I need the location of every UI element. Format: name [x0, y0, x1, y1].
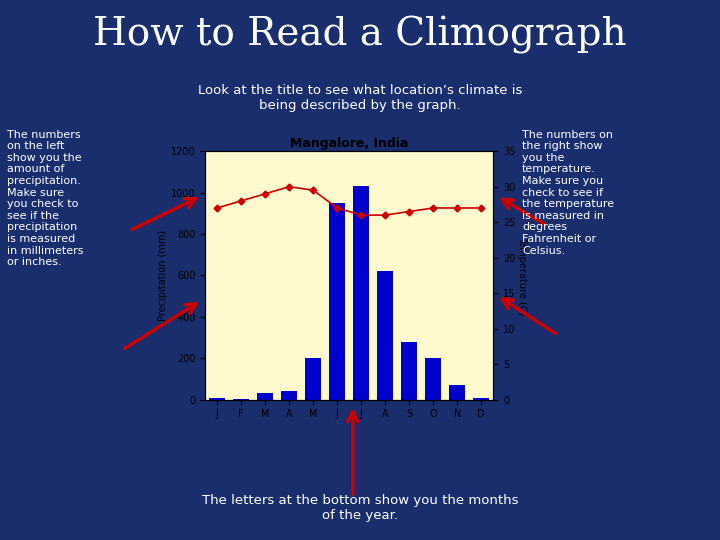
Bar — [329, 203, 345, 400]
Bar — [305, 358, 321, 400]
Bar — [426, 358, 441, 400]
Bar — [258, 393, 273, 400]
Bar — [233, 399, 249, 400]
Bar — [354, 186, 369, 400]
Title: Mangalore, India: Mangalore, India — [290, 137, 408, 150]
Text: The letters at the bottom show you the months
of the year.: The letters at the bottom show you the m… — [202, 494, 518, 522]
Text: The numbers
on the left
show you the
amount of
precipitation.
Make sure
you chec: The numbers on the left show you the amo… — [7, 130, 84, 267]
Bar — [210, 397, 225, 400]
Text: Look at the title to see what location’s climate is
being described by the graph: Look at the title to see what location’s… — [198, 84, 522, 112]
Y-axis label: Temperature (C): Temperature (C) — [516, 236, 526, 315]
Y-axis label: Precipitation (mm): Precipitation (mm) — [158, 230, 168, 321]
Bar — [449, 385, 465, 400]
Text: How to Read a Climograph: How to Read a Climograph — [93, 16, 627, 54]
Bar — [377, 271, 393, 400]
Bar — [474, 397, 489, 400]
Bar — [282, 392, 297, 400]
Bar — [402, 342, 417, 400]
Text: The numbers on
the right show
you the
temperature.
Make sure you
check to see if: The numbers on the right show you the te… — [522, 130, 614, 255]
